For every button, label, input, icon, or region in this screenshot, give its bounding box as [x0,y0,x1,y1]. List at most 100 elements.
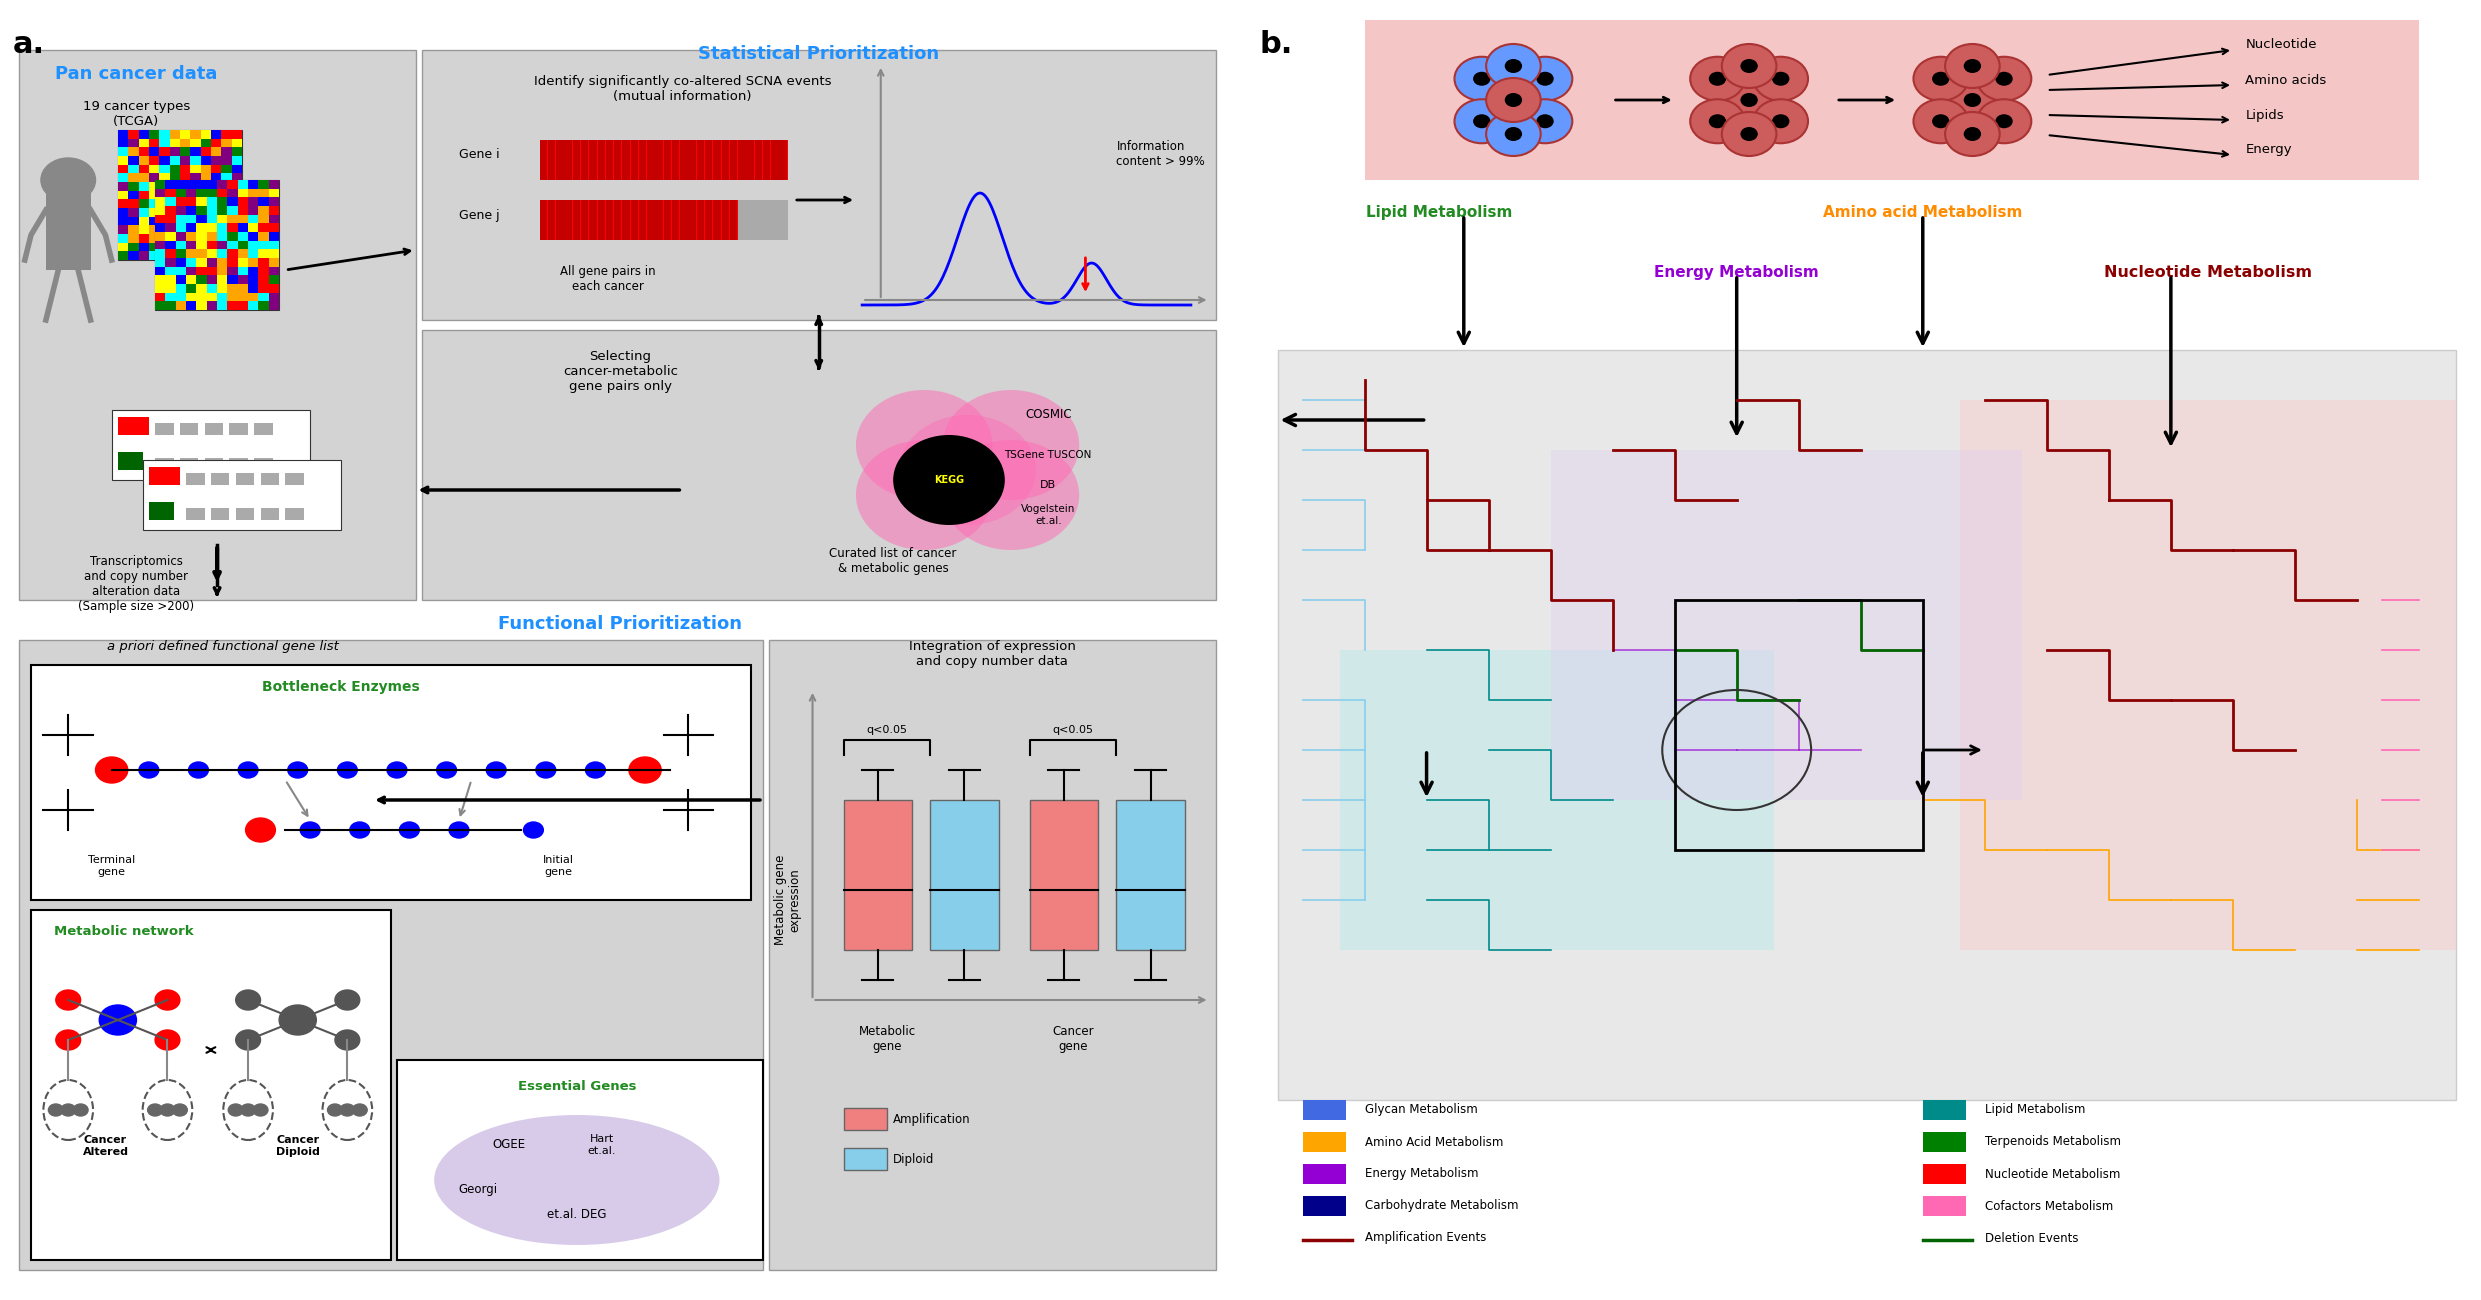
Bar [640,140,645,179]
Bar [211,243,221,251]
Bar [129,156,139,165]
Ellipse shape [434,1115,719,1245]
Bar [169,217,181,225]
Text: Cancer
gene: Cancer gene [1052,1024,1094,1053]
Bar [672,140,680,179]
Bar [176,188,186,198]
Bar [1116,800,1186,950]
Bar [196,283,206,292]
Bar [186,302,196,309]
Bar [590,140,598,179]
Bar [228,188,238,198]
Bar [1923,1196,1967,1216]
Bar [154,257,166,266]
Bar [228,276,238,283]
Text: Vogelstein
et.al.: Vogelstein et.al. [1022,504,1074,525]
Text: Energy Metabolism: Energy Metabolism [1365,1167,1479,1180]
Bar [285,508,305,520]
Bar [139,191,149,199]
Bar [268,231,280,240]
Circle shape [154,991,181,1010]
Bar [169,243,181,251]
Bar [166,283,176,292]
Bar [605,200,613,240]
Bar [191,243,201,251]
Bar [166,179,176,188]
Bar [129,208,139,217]
Bar [181,165,191,173]
Bar [159,130,169,139]
Text: Metabolic
gene: Metabolic gene [858,1024,915,1053]
Bar [739,200,789,240]
Circle shape [1933,114,1950,129]
Text: a.: a. [12,30,45,58]
Bar [176,266,186,276]
Bar [248,250,258,257]
Bar [154,250,166,257]
Bar [218,179,228,188]
Bar [176,198,186,205]
Text: Transcriptomics
and copy number
alteration data
(Sample size >200): Transcriptomics and copy number alterati… [79,555,194,614]
Circle shape [1454,57,1508,101]
Circle shape [228,1104,243,1115]
Bar [228,198,238,205]
Bar [149,156,159,165]
Bar [206,224,218,231]
Bar [218,250,228,257]
FancyBboxPatch shape [1551,450,2022,800]
Bar [149,182,159,191]
Circle shape [94,757,129,783]
Bar [201,156,211,165]
Bar [129,199,139,208]
Bar [119,199,129,208]
Bar [680,200,687,240]
Bar [548,140,556,179]
Circle shape [1995,72,2012,86]
Bar [149,234,159,243]
Bar [186,292,196,302]
Bar [201,208,211,217]
Bar [119,251,129,260]
Circle shape [1742,58,1759,73]
Bar [228,250,238,257]
Bar [722,140,729,179]
Bar [221,243,231,251]
FancyBboxPatch shape [769,640,1216,1270]
Bar [221,147,231,156]
Bar [201,147,211,156]
Text: Cancer
Altered: Cancer Altered [82,1135,129,1157]
Bar [154,188,166,198]
Bar [238,283,248,292]
Bar [186,188,196,198]
Circle shape [1913,57,1967,101]
Bar [248,224,258,231]
Bar [119,208,129,217]
Bar [615,140,620,179]
Bar [181,199,191,208]
Circle shape [523,822,543,838]
Bar [238,276,248,283]
Bar [166,250,176,257]
Text: Functional Prioritization: Functional Prioritization [499,615,742,633]
Bar [181,130,191,139]
FancyBboxPatch shape [20,49,417,601]
Bar [119,173,129,182]
Bar [648,200,655,240]
Bar [176,302,186,309]
Bar [238,240,248,250]
Bar [218,292,228,302]
Bar [228,231,238,240]
Bar [764,140,769,179]
Bar [248,283,258,292]
Bar [844,1108,888,1130]
Bar [139,208,149,217]
Bar [169,173,181,182]
Bar [772,140,779,179]
Bar [268,205,280,214]
Circle shape [253,1104,268,1115]
FancyBboxPatch shape [20,640,764,1270]
Bar [747,140,754,179]
Bar [186,508,203,520]
Bar [154,231,166,240]
Bar [191,217,201,225]
